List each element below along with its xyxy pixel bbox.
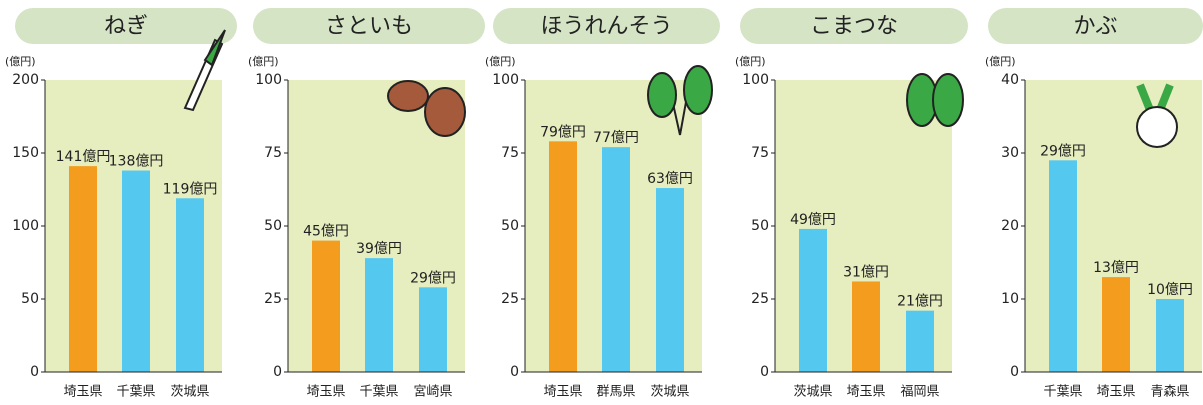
bar xyxy=(312,241,340,372)
y-tick-label: 100 xyxy=(492,72,519,88)
y-tick-label: 0 xyxy=(760,364,769,380)
y-axis-label: (億円) xyxy=(248,55,279,68)
chart-panel: ねぎ(億円)050100150200141億円埼玉県138億円千葉県119億円茨… xyxy=(0,0,1203,405)
value-label: 10億円 xyxy=(1147,282,1193,298)
value-label: 63億円 xyxy=(647,171,693,187)
y-tick-label: 150 xyxy=(12,145,39,161)
value-label: 31億円 xyxy=(843,264,889,280)
y-tick-label: 25 xyxy=(501,291,519,307)
value-label: 77億円 xyxy=(593,130,639,146)
y-tick-label: 75 xyxy=(501,145,519,161)
bar xyxy=(799,229,827,372)
y-tick-label: 50 xyxy=(264,218,282,234)
x-tick-label: 福岡県 xyxy=(900,385,939,400)
y-tick-label: 10 xyxy=(1001,291,1019,307)
bar xyxy=(602,147,630,372)
bar xyxy=(419,287,447,372)
chart-title: かぶ xyxy=(1073,14,1117,39)
y-tick-label: 40 xyxy=(1001,72,1019,88)
y-tick-label: 50 xyxy=(501,218,519,234)
y-tick-label: 30 xyxy=(1001,145,1019,161)
icon-kabu xyxy=(1137,107,1177,147)
y-tick-label: 75 xyxy=(751,145,769,161)
icon-spinach xyxy=(648,73,676,117)
x-tick-label: 青森県 xyxy=(1150,385,1189,400)
y-tick-label: 25 xyxy=(264,291,282,307)
x-tick-label: 千葉県 xyxy=(359,385,398,400)
value-label: 21億円 xyxy=(897,294,943,310)
x-tick-label: 茨城県 xyxy=(170,385,209,400)
page: ねぎ(億円)050100150200141億円埼玉県138億円千葉県119億円茨… xyxy=(0,0,1203,405)
icon-satoimo xyxy=(388,81,428,111)
value-label: 13億円 xyxy=(1093,260,1139,276)
x-tick-label: 茨城県 xyxy=(650,385,689,400)
x-tick-label: 埼玉県 xyxy=(543,385,582,400)
value-label: 29億円 xyxy=(1040,143,1086,159)
y-tick-label: 100 xyxy=(12,218,39,234)
bar xyxy=(906,311,934,372)
y-tick-label: 100 xyxy=(255,72,282,88)
x-tick-label: 埼玉県 xyxy=(63,385,102,400)
bar xyxy=(1102,277,1130,372)
bar xyxy=(122,171,150,372)
x-tick-label: 千葉県 xyxy=(1043,385,1082,400)
x-tick-label: 千葉県 xyxy=(116,385,155,400)
x-tick-label: 群馬県 xyxy=(596,385,635,400)
bar xyxy=(1156,299,1184,372)
bar xyxy=(549,141,577,372)
value-label: 49億円 xyxy=(790,212,836,228)
bar xyxy=(852,281,880,372)
y-axis-label: (億円) xyxy=(5,55,36,68)
value-label: 141億円 xyxy=(56,149,111,165)
y-tick-label: 0 xyxy=(30,364,39,380)
bar xyxy=(176,198,204,372)
icon-komatsuna xyxy=(933,74,963,126)
x-tick-label: 埼玉県 xyxy=(306,385,345,400)
y-tick-label: 200 xyxy=(12,72,39,88)
y-tick-label: 0 xyxy=(273,364,282,380)
y-axis-label: (億円) xyxy=(735,55,766,68)
x-tick-label: 茨城県 xyxy=(793,385,832,400)
chart-title: さといも xyxy=(325,14,413,39)
value-label: 138億円 xyxy=(109,154,164,170)
y-axis-label: (億円) xyxy=(485,55,516,68)
y-axis-label: (億円) xyxy=(985,55,1016,68)
bar xyxy=(365,258,393,372)
y-tick-label: 0 xyxy=(510,364,519,380)
y-tick-label: 20 xyxy=(1001,218,1019,234)
bar xyxy=(1049,160,1077,372)
value-label: 45億円 xyxy=(303,224,349,240)
value-label: 29億円 xyxy=(410,270,456,286)
y-tick-label: 75 xyxy=(264,145,282,161)
x-tick-label: 埼玉県 xyxy=(846,385,885,400)
bar xyxy=(656,188,684,372)
y-tick-label: 50 xyxy=(751,218,769,234)
value-label: 119億円 xyxy=(163,181,218,197)
chart-title: こまつな xyxy=(810,14,898,39)
bar xyxy=(69,166,97,372)
y-tick-label: 0 xyxy=(1010,364,1019,380)
x-tick-label: 埼玉県 xyxy=(1096,385,1135,400)
x-tick-label: 宮崎県 xyxy=(413,384,452,400)
value-label: 39億円 xyxy=(356,241,402,257)
y-tick-label: 100 xyxy=(742,72,769,88)
y-tick-label: 50 xyxy=(21,291,39,307)
chart-title: ねぎ xyxy=(104,14,148,39)
icon-satoimo xyxy=(425,88,465,136)
chart-title: ほうれんそう xyxy=(540,14,672,39)
y-tick-label: 25 xyxy=(751,291,769,307)
value-label: 79億円 xyxy=(540,124,586,140)
icon-spinach xyxy=(684,66,712,114)
